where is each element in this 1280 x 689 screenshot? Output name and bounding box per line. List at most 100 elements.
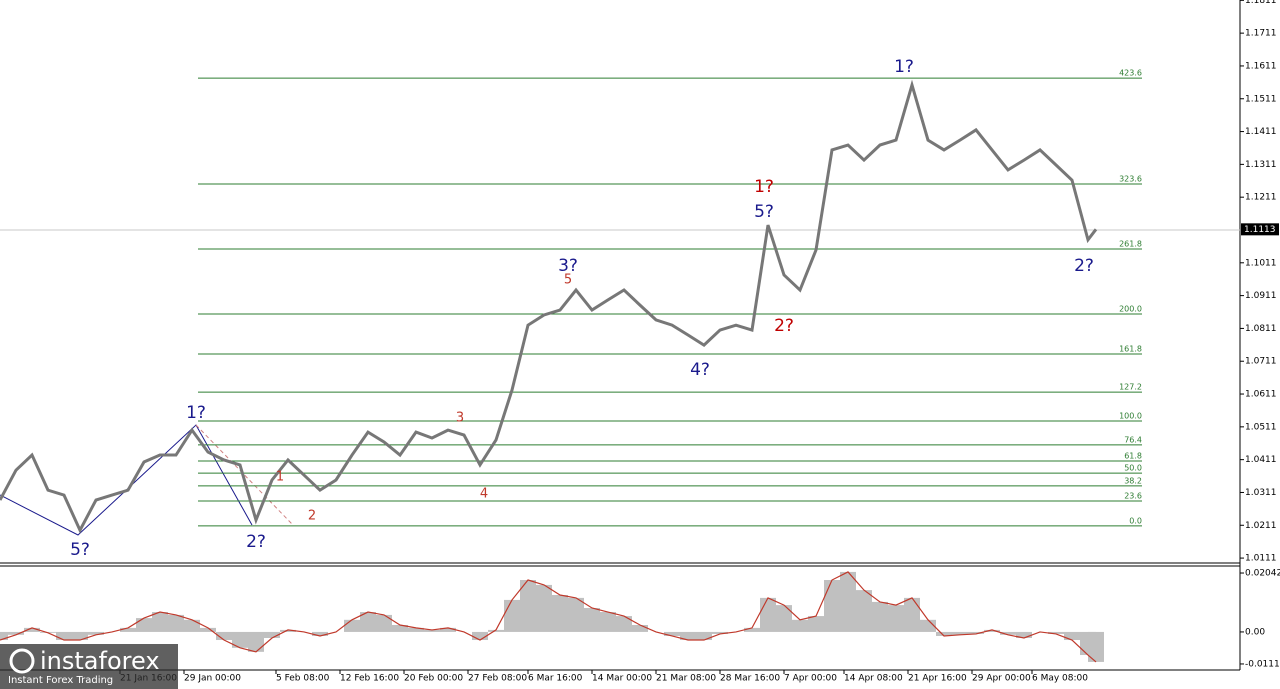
last-price-label: 1.1113 <box>1244 225 1276 235</box>
fib-label: 161.8 <box>1119 345 1142 354</box>
histogram-bar <box>760 597 776 632</box>
histogram-bar <box>376 614 392 632</box>
x-tick-label: 29 Apr 00:00 <box>972 674 1031 684</box>
wave-label: 2 <box>308 509 316 524</box>
fib-label: 23.6 <box>1124 491 1142 500</box>
y-tick-label: 0.00 <box>1245 627 1265 637</box>
fib-label: 323.6 <box>1119 175 1142 184</box>
histogram-bar <box>712 631 728 634</box>
histogram-bar <box>200 627 216 632</box>
wave-label: 4 <box>480 487 488 502</box>
histogram-bar <box>632 625 648 632</box>
wave-label: 2? <box>774 316 794 336</box>
x-tick-label: 21 Mar 08:00 <box>656 674 716 684</box>
x-tick-label: 21 Apr 16:00 <box>908 674 967 684</box>
histogram-bar <box>744 627 760 632</box>
wave-label: 1? <box>754 177 774 197</box>
histogram-bar <box>312 631 328 636</box>
last-price-box <box>1241 223 1279 236</box>
histogram-bar <box>584 607 600 632</box>
fib-label: 76.4 <box>1124 435 1142 444</box>
wave-label: 5? <box>70 540 90 560</box>
fib-label: 61.8 <box>1124 451 1142 460</box>
wave-label: 5? <box>754 202 774 222</box>
x-tick-label: 6 May 08:00 <box>1032 674 1088 684</box>
price-line <box>0 79 1098 534</box>
x-tick-label: 12 Feb 16:00 <box>340 674 399 684</box>
y-tick-label: 1.0511 <box>1245 422 1277 432</box>
histogram-bar <box>184 619 200 632</box>
y-tick-label: 1.1411 <box>1245 127 1277 137</box>
histogram-bar <box>72 631 88 641</box>
histogram-bar <box>968 631 984 634</box>
x-tick-label: 5 Feb 08:00 <box>276 674 330 684</box>
watermark-tagline: Instant Forex Trading <box>8 675 113 686</box>
x-tick-label: 14 Mar 00:00 <box>592 674 652 684</box>
histogram-bar <box>600 612 616 632</box>
x-tick-label: 20 Feb 00:00 <box>404 674 463 684</box>
y-tick-label: 1.0611 <box>1245 390 1277 400</box>
histogram-bar <box>920 619 936 632</box>
y-tick-label: 1.1011 <box>1245 258 1277 268</box>
histogram-bar <box>552 595 568 632</box>
histogram-bar <box>216 631 232 641</box>
histogram-bar <box>952 631 968 635</box>
y-tick-label: 1.0411 <box>1245 455 1277 465</box>
fib-label: 200.0 <box>1119 304 1142 313</box>
wave-label: 1? <box>894 57 914 77</box>
histogram-bar <box>392 625 408 632</box>
histogram-bar <box>168 614 184 632</box>
watermark-brand: instaforex <box>40 647 160 675</box>
fib-label: 423.6 <box>1119 69 1142 78</box>
wave-label: 1 <box>276 470 284 485</box>
wave-label: 3? <box>558 256 578 276</box>
y-tick-label: 1.0911 <box>1245 291 1277 301</box>
histogram-bar <box>664 631 680 636</box>
y-tick-label: 1.0311 <box>1245 488 1277 498</box>
wave-label: 2? <box>1074 256 1094 276</box>
histogram-bar <box>232 631 248 648</box>
fib-label: 0.0 <box>1129 516 1142 525</box>
x-tick-label: 14 Apr 08:00 <box>844 674 903 684</box>
fib-label: 261.8 <box>1119 240 1142 249</box>
y-tick-label: 1.1811 <box>1245 0 1277 6</box>
y-tick-label: 1.0711 <box>1245 357 1277 367</box>
y-tick-label: 1.1711 <box>1245 29 1277 39</box>
wave-label: 1? <box>186 403 206 423</box>
fib-label: 50.0 <box>1124 464 1142 473</box>
watermark: instaforex Instant Forex Trading <box>0 644 178 689</box>
fib-label: 100.0 <box>1119 411 1142 420</box>
histogram-bar <box>536 584 552 632</box>
y-tick-label: 1.1311 <box>1245 160 1277 170</box>
histogram-bar <box>696 631 712 641</box>
histogram-bar <box>872 601 888 632</box>
histogram-bar <box>680 631 696 641</box>
wave-label: 2? <box>246 532 266 552</box>
histogram-bar <box>840 571 856 632</box>
histogram-bar <box>264 631 280 638</box>
histogram-bar <box>408 627 424 632</box>
histogram-bar <box>504 599 520 632</box>
histogram-bar <box>8 631 24 635</box>
histogram-bar <box>1000 631 1016 635</box>
histogram-bar <box>0 631 8 641</box>
histogram-bar <box>888 605 904 632</box>
wave-label: 3 <box>456 410 464 425</box>
y-tick-label: 1.1211 <box>1245 193 1277 203</box>
x-tick-label: 7 Apr 00:00 <box>784 674 837 684</box>
histogram-bar <box>440 627 456 632</box>
histogram-bar <box>120 627 136 632</box>
histogram-bar <box>776 605 792 632</box>
histogram-bar <box>136 618 152 632</box>
histogram-bar <box>152 612 168 632</box>
histogram-bar <box>472 631 488 641</box>
histogram-bar <box>616 616 632 632</box>
x-tick-label: 28 Mar 16:00 <box>720 674 780 684</box>
histogram-bar <box>1088 631 1104 662</box>
y-tick-label: 1.0811 <box>1245 324 1277 334</box>
wave-label: 4? <box>690 360 710 380</box>
fib-label: 38.2 <box>1124 476 1142 485</box>
